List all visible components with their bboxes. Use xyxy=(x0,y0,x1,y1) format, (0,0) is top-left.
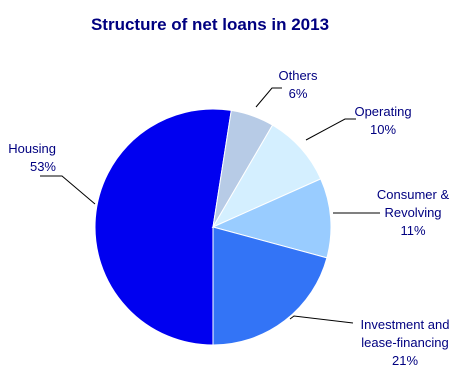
leader-line-housing xyxy=(40,175,96,205)
leader-line-others xyxy=(255,87,282,108)
slice-labels: Housing 53% Others 6% Operating 10% Consumer &… xyxy=(8,68,449,367)
slice-label-consumer-revolving: Consumer & Revolving 11% xyxy=(377,187,450,238)
pie-slices xyxy=(94,108,332,346)
slice-label-housing: Housing 53% xyxy=(8,141,56,174)
slice-label-investment-and-lease-financing: Investment and lease-financing 21% xyxy=(361,317,450,367)
pie-slice-consumer-revolving xyxy=(211,178,332,259)
chart-title: Structure of net loans in 2013 xyxy=(91,15,329,34)
leader-line-investment-and-lease-financing xyxy=(289,315,354,324)
pie-slice-investment-and-lease-financing xyxy=(212,226,328,346)
slice-label-others: Others 6% xyxy=(278,68,318,101)
pie-slice-housing xyxy=(94,108,232,346)
slice-label-operating: Operating 10% xyxy=(354,104,411,137)
leader-line-operating xyxy=(305,118,356,141)
pie-slice-operating xyxy=(211,124,322,229)
leader-lines xyxy=(40,87,380,324)
